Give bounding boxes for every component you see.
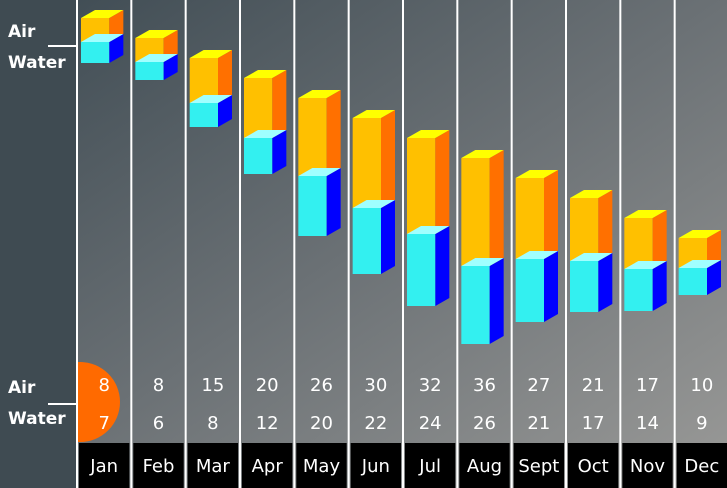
value-label: 24 — [419, 413, 442, 434]
box — [298, 90, 340, 176]
box-side — [327, 168, 341, 236]
value-label: 21 — [527, 413, 550, 434]
x-tick-label: May — [303, 456, 341, 477]
box-front — [570, 198, 598, 261]
box — [353, 200, 395, 274]
box-front — [570, 261, 598, 312]
x-tick-label: Jul — [418, 456, 441, 477]
box — [679, 260, 721, 295]
value-label: 14 — [636, 413, 659, 434]
value-label: 17 — [636, 375, 659, 396]
value-label: 32 — [419, 375, 442, 396]
value-label: 30 — [364, 375, 387, 396]
value-label: 8 — [98, 375, 109, 396]
box — [624, 210, 666, 269]
x-tick-label: Mar — [196, 456, 231, 477]
value-label: 8 — [153, 375, 164, 396]
box — [190, 95, 232, 127]
box-side — [381, 200, 395, 274]
legend-water: Water — [8, 409, 66, 429]
box-side — [490, 150, 504, 266]
box-side — [435, 130, 449, 234]
x-tick-label: Oct — [578, 456, 609, 477]
box-front — [516, 178, 544, 259]
box-front — [516, 259, 544, 322]
x-tick-label: Aug — [467, 456, 502, 477]
value-label: 15 — [201, 375, 224, 396]
value-label: 27 — [527, 375, 550, 396]
value-label: 36 — [473, 375, 496, 396]
box-side — [327, 90, 341, 176]
box-side — [544, 170, 558, 259]
box — [570, 190, 612, 261]
box-front — [353, 118, 381, 208]
value-label: 26 — [473, 413, 496, 434]
box-front — [679, 268, 707, 295]
box-front — [407, 234, 435, 306]
legend-water: Water — [8, 53, 66, 73]
x-tick-label: Apr — [252, 456, 284, 477]
x-tick-label: Sept — [518, 456, 559, 477]
value-label: 6 — [153, 413, 164, 434]
box-side — [598, 190, 612, 261]
box-front — [135, 62, 163, 80]
value-label: 12 — [256, 413, 279, 434]
x-tick-label: Jun — [361, 456, 390, 477]
box-side — [653, 210, 667, 269]
box-side — [435, 226, 449, 306]
box — [516, 170, 558, 259]
box — [407, 130, 449, 234]
box — [244, 70, 286, 138]
chart: Air Water Air Water 8 7 Jan 8 6 Feb 15 8 Mar 20 12… — [0, 0, 727, 488]
box-side — [381, 110, 395, 208]
box-front — [190, 103, 218, 127]
box-side — [598, 253, 612, 312]
box-front — [461, 158, 489, 266]
box — [516, 251, 558, 322]
box-front — [244, 78, 272, 138]
legend-air: Air — [8, 22, 36, 42]
value-label: 7 — [98, 413, 109, 434]
x-tick-label: Jan — [89, 456, 118, 477]
box — [298, 168, 340, 236]
value-label: 20 — [310, 413, 333, 434]
value-label: 17 — [582, 413, 605, 434]
legend-air: Air — [8, 378, 36, 398]
box-side — [544, 251, 558, 322]
value-label: 21 — [582, 375, 605, 396]
box-front — [244, 138, 272, 174]
box — [570, 253, 612, 312]
value-label: 26 — [310, 375, 333, 396]
box-side — [272, 70, 286, 138]
box-front — [624, 269, 652, 311]
box — [461, 258, 503, 344]
box — [624, 261, 666, 311]
box-side — [653, 261, 667, 311]
value-label: 9 — [696, 413, 707, 434]
x-tick-label: Dec — [684, 456, 719, 477]
value-label: 8 — [207, 413, 218, 434]
box — [244, 130, 286, 174]
box — [353, 110, 395, 208]
x-tick-label: Nov — [630, 456, 665, 477]
box-front — [81, 42, 109, 63]
x-tick-label: Feb — [143, 456, 175, 477]
box-front — [298, 98, 326, 176]
box-front — [407, 138, 435, 234]
value-label: 10 — [690, 375, 713, 396]
box-front — [298, 176, 326, 236]
box-front — [353, 208, 381, 274]
value-label: 22 — [364, 413, 387, 434]
box — [407, 226, 449, 306]
box-front — [461, 266, 489, 344]
box-side — [490, 258, 504, 344]
box — [461, 150, 503, 266]
value-label: 20 — [256, 375, 279, 396]
